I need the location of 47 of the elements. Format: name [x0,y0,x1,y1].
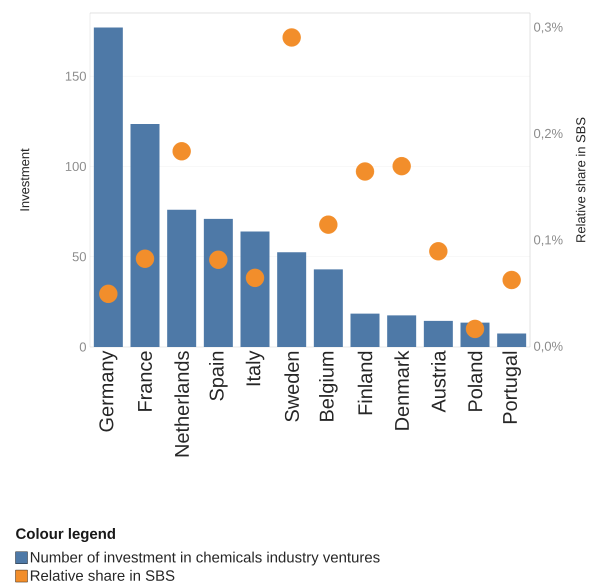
y-axis-title: Investment [20,148,30,210]
point [172,142,191,160]
legend-title: Colour legend [16,528,115,542]
y2-tick-label: 0,0% [534,342,563,352]
bar [350,314,380,347]
x-tick-label: Poland [468,352,482,411]
x-tick-label: Denmark [394,350,409,430]
bar [387,315,416,347]
bar [314,269,343,347]
legend-label: Number of investment in chemicals industry ventures [30,552,380,566]
x-tick-label: Netherlands [174,351,189,456]
bar [130,124,160,347]
x-tick-label: Austria [431,350,446,412]
bar [94,27,123,347]
point [319,215,338,234]
point [392,156,411,176]
bar [424,320,453,347]
point [246,268,264,288]
x-tick-label: Spain [209,352,228,401]
bar [167,210,196,347]
bar [277,252,306,347]
bar [240,231,270,347]
point [429,242,448,260]
point [502,270,521,290]
y-tick-label: 0 [80,342,86,352]
y-tick-label: 100 [66,162,86,172]
point [356,162,374,181]
bar [497,333,526,347]
point [209,250,228,269]
y-tick-label: 50 [72,252,86,262]
bar [204,218,233,347]
x-tick-label: Sweden [284,352,299,422]
x-tick-label: Italy [246,350,264,386]
legend-label: Relative share in SBS [30,570,174,581]
y-tick-label: 150 [66,72,86,81]
y2-axis-title: Relative share in SBS [576,118,586,242]
y2-tick-label: 0,3% [534,22,563,34]
point [136,250,154,268]
point [99,284,118,304]
point [282,28,301,47]
x-tick-label: France [138,351,152,411]
x-tick-label: Belgium [319,352,338,421]
x-tick-label: Portugal [502,352,521,424]
y2-tick-label: 0,2% [534,128,563,140]
x-tick-label: Germany [99,350,118,432]
y2-tick-label: 0,1% [534,235,563,246]
x-tick-label: Finland [358,352,372,414]
